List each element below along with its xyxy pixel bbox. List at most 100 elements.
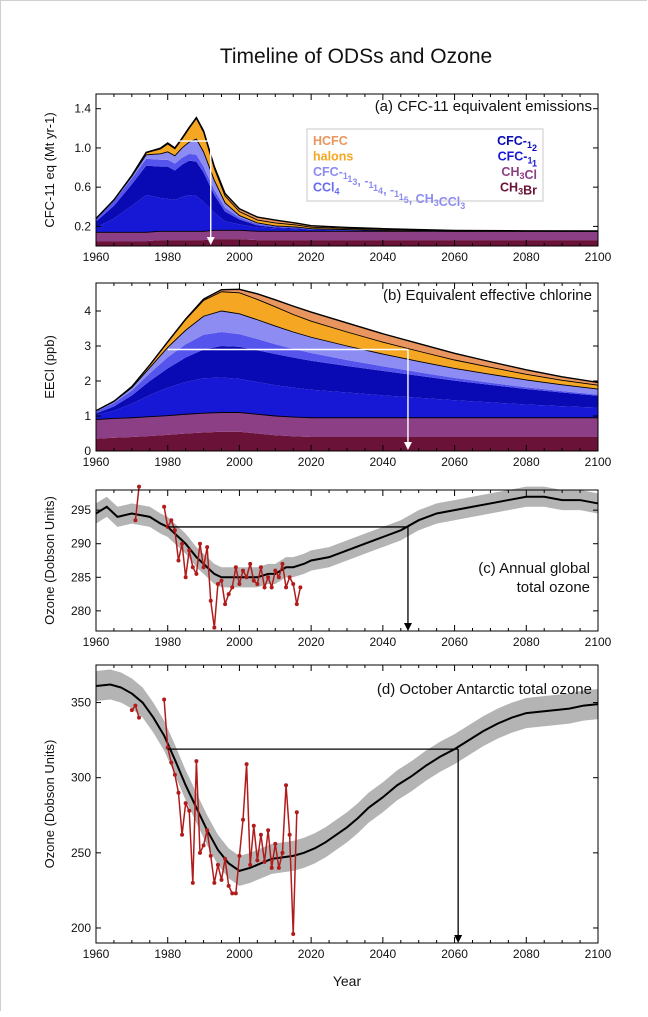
observed-point [205,828,210,833]
observed-point [190,880,195,885]
reference-arrowhead [403,442,412,450]
x-tick-label: 2060 [441,455,468,469]
observed-point [223,856,228,861]
observed-point [251,578,256,583]
x-tick-label: 2100 [585,947,612,961]
observed-point [255,858,260,863]
x-tick-label: 2040 [370,455,397,469]
observed-point [233,891,238,896]
observed-point [205,545,210,550]
panel-d: 1960 1980 2000 2020 2040 2060 2080 2100 200 250 30… [42,664,612,961]
y-tick-label: 0.2 [74,219,91,233]
observed-point [273,841,278,846]
x-tick-label: 2000 [226,455,253,469]
legend-label: CH3Br [500,181,537,198]
figure-title: Timeline of ODSs and Ozone [220,45,492,68]
observed-point [237,853,242,858]
series-outline [95,288,599,412]
y-tick-label: 300 [71,771,91,785]
observed-point [215,582,220,586]
observed-point [248,561,253,566]
model-line [95,495,599,579]
x-tick-label: 2100 [585,250,612,264]
observed-point [230,891,235,896]
series-outline [95,116,599,232]
legend-label: HCFC [313,134,348,148]
x-tick-label: 2100 [585,455,612,469]
observed-point [197,850,202,855]
observed-point [255,582,260,586]
observed-point [176,558,181,563]
observed-point [241,817,246,822]
legend-label: CFC-12 [497,134,537,153]
observed-point [244,762,249,767]
observed-point [133,703,138,708]
observed-point [197,541,202,546]
observed-point [269,585,274,590]
observed-point [180,832,185,837]
area-ccl4 [96,153,598,232]
observed-point [133,518,138,523]
area-cfc-12 [96,160,598,232]
panel-a: 1960 1980 2000 2020 2040 2060 2080 2100 0.2 0.6 1.… [42,93,612,264]
observed-point [212,625,217,630]
y-tick-label: 1.4 [74,102,91,116]
observed-point [276,575,281,580]
observed-point [208,853,213,858]
y-axis-label: Ozone (Dobson Units) [42,496,57,625]
observed-point [262,859,267,864]
observed-point [201,565,206,570]
observed-point [291,582,296,586]
plot-frame [95,93,599,247]
observed-point [190,565,195,570]
x-tick-label: 1980 [154,635,181,649]
observed-point [244,575,249,580]
plot-frame [95,282,599,452]
series-outline [95,412,598,420]
observed-point [287,832,292,837]
x-tick-label: 2020 [298,947,325,961]
y-tick-label: 350 [71,696,91,710]
x-tick-label: 1960 [83,455,110,469]
observed-point [162,697,167,702]
observed-point [284,783,289,788]
x-tick-label: 2000 [226,635,253,649]
x-tick-label: 1960 [83,947,110,961]
x-axis-label: Year [333,973,362,989]
x-tick-label: 1980 [154,947,181,961]
observed-point [212,880,217,885]
y-tick-label: 285 [71,570,91,584]
observed-point [258,565,263,570]
x-tick-label: 1960 [83,635,110,649]
observed-point [273,568,278,573]
reference-arrowhead [403,623,412,631]
y-tick-label: 280 [71,604,91,618]
x-tick-label: 2020 [298,455,325,469]
x-tick-label: 2040 [370,250,397,264]
observed-point [266,828,271,833]
y-tick-label: 200 [71,921,91,935]
observed-point [237,582,242,586]
observed-point [291,931,296,936]
observed-point [187,548,192,553]
y-axis-label: Ozone (Dobson Units) [42,740,57,869]
observed-point [230,585,235,590]
series-outline [95,310,599,412]
observed-point [294,810,299,815]
y-tick-label: 4 [84,304,91,318]
x-tick-label: 2060 [441,250,468,264]
series-outline [96,229,598,233]
panel-title: (a) CFC-11 equivalent emissions [375,98,592,115]
observed-point [280,561,285,566]
y-tick-label: 1 [84,409,91,423]
observed-point [137,715,142,720]
observed-point [169,518,174,523]
series-outline [95,138,598,232]
y-tick-label: 250 [71,846,91,860]
x-tick-label: 2080 [513,947,540,961]
observed-point [233,565,238,570]
panel-c: 1960 1980 2000 2020 2040 2060 2080 2100 280 285 29… [42,484,612,649]
panel-title: (c) Annual global [478,560,590,577]
observed-point [298,585,303,590]
